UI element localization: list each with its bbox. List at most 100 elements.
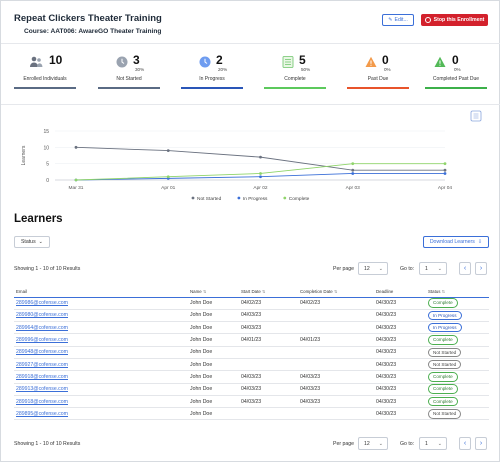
per-page-label: Per page [333, 266, 355, 272]
data-point [351, 172, 355, 175]
learner-email-link[interactable]: 289895@cofense.com [16, 410, 68, 417]
table-cell: 04/30/23 [374, 395, 426, 409]
x-tick-label: Apr 03 [346, 185, 360, 191]
learner-email-link[interactable]: 289980@cofense.com [16, 312, 68, 319]
table-cell: John Doe [188, 309, 239, 323]
learner-email-link[interactable]: 289948@cofense.com [16, 349, 68, 356]
stat-label: Completed Past Due [432, 76, 480, 82]
table-cell: In Progress [426, 309, 489, 323]
table-cell: 04/03/23 [239, 309, 298, 323]
table-cell [239, 358, 298, 372]
prev-page-button[interactable]: ‹ [459, 437, 471, 450]
column-header-status[interactable]: Status ⇅ [426, 287, 489, 298]
sort-icon: ⇅ [333, 289, 338, 295]
next-page-button[interactable]: › [475, 262, 487, 275]
table-cell [298, 346, 374, 359]
edit-button[interactable]: ✎ Edit... [382, 14, 414, 26]
stat-enrolled: 10 Enrolled Individuals [14, 51, 76, 91]
start-date: 04/03/23 [241, 373, 262, 380]
table-cell: 04/03/23 [298, 370, 374, 384]
status-badge: Not Started [428, 359, 462, 370]
status-badge: Complete [428, 298, 458, 308]
table-cell: 04/30/23 [374, 297, 426, 310]
goto-page-select[interactable]: 1 ⌄ [419, 262, 447, 275]
per-page-select[interactable]: 12 ⌄ [358, 262, 388, 275]
stop-enrollment-button[interactable]: Stop this Enrollment [421, 14, 488, 26]
start-date: 04/03/23 [241, 312, 262, 319]
legend-marker [191, 196, 195, 200]
learner-email-link[interactable]: 289918@cofense.com [16, 398, 68, 405]
goto-page-select[interactable]: 1 ⌄ [419, 437, 447, 450]
status-badge: Complete [428, 396, 458, 407]
table-cell: 289996@cofense.com [14, 333, 188, 347]
y-tick-label: 10 [43, 145, 49, 151]
divider [1, 104, 500, 105]
start-date: 04/03/23 [241, 398, 262, 405]
learner-email-link[interactable]: 289986@cofense.com [16, 300, 68, 307]
table-cell: 289918@cofense.com [14, 395, 188, 409]
course-name: Course: AAT006: AwareGO Theater Training [24, 28, 162, 35]
chevron-left-icon: ‹ [463, 265, 467, 272]
learner-name: John Doe [190, 337, 213, 344]
data-point [259, 155, 262, 159]
table-cell: John Doe [188, 383, 239, 396]
table-cell: 04/01/23 [298, 333, 374, 347]
stat-percent: 20% [218, 67, 228, 72]
stat-label: Past Due [367, 76, 389, 82]
data-point [443, 168, 447, 172]
table-cell: 04/03/23 [239, 321, 298, 335]
column-header-name[interactable]: Name ⇅ [188, 287, 239, 298]
download-learners-button[interactable]: Download Learners ⇩ [423, 236, 489, 248]
status-badge: Not Started [428, 347, 462, 358]
column-header-deadline[interactable]: Deadline [374, 287, 426, 298]
status-filter-dropdown[interactable]: Status ⌄ [14, 236, 50, 248]
deadline: 04/30/23 [376, 312, 397, 319]
learner-email-link[interactable]: 289913@cofense.com [16, 386, 68, 393]
y-tick-label: 15 [43, 129, 49, 135]
learner-name: John Doe [190, 324, 213, 331]
deadline: 04/30/23 [376, 337, 397, 344]
table-row: 289913@cofense.com John Doe 04/03/23 04/03/… [14, 383, 489, 396]
table-cell: Complete [426, 333, 489, 347]
chevron-down-icon: ⌄ [38, 239, 44, 245]
deadline: 04/30/23 [376, 386, 397, 393]
table-cell: 04/30/23 [374, 346, 426, 359]
completion-date: 04/03/23 [300, 373, 321, 380]
table-row: 289996@cofense.com John Doe 04/01/23 04/01/… [14, 333, 489, 347]
table-cell: 04/02/23 [239, 297, 298, 310]
learner-name: John Doe [190, 386, 213, 393]
stat-percent: 30% [135, 67, 145, 72]
learner-email-link[interactable]: 289927@cofense.com [16, 361, 68, 368]
per-page-select[interactable]: 12 ⌄ [358, 437, 388, 450]
column-header-completion-date[interactable]: Completion Date ⇅ [298, 287, 374, 298]
stat-percent: 50% [301, 67, 311, 72]
pagination-top: Showing 1 - 10 of 10 Results Per page 12… [1, 262, 500, 276]
prev-page-button[interactable]: ‹ [459, 262, 471, 275]
learner-email-link[interactable]: 289964@cofense.com [16, 324, 68, 331]
stat-complete: 5 50% Complete [264, 51, 326, 91]
table-cell: Complete [426, 395, 489, 409]
learner-email-link[interactable]: 289918@cofense.com [16, 373, 68, 380]
table-cell: 289927@cofense.com [14, 358, 188, 372]
y-tick-label: 0 [46, 178, 49, 184]
column-header-email[interactable]: Email [14, 287, 188, 298]
legend-label: In Progress [243, 196, 268, 202]
table-cell [298, 309, 374, 323]
column-header-start-date[interactable]: Start Date ⇅ [239, 287, 298, 298]
table-cell: 04/30/23 [374, 383, 426, 396]
learner-email-link[interactable]: 289996@cofense.com [16, 337, 68, 344]
table-cell: John Doe [188, 407, 239, 421]
table-row: 289948@cofense.com John Doe 04/30/23 Not St… [14, 346, 489, 359]
table-cell: Not Started [426, 358, 489, 372]
chevron-down-icon: ⌄ [437, 441, 442, 447]
data-point [74, 178, 78, 182]
stat-label: Not Started [116, 76, 142, 82]
next-page-button[interactable]: › [475, 437, 487, 450]
divider [1, 43, 500, 44]
sort-icon: ⇅ [262, 289, 266, 295]
table-cell: 289918@cofense.com [14, 370, 188, 384]
stat-percent: 0% [454, 67, 461, 72]
status-badge: Complete [428, 372, 458, 382]
table-cell: John Doe [188, 333, 239, 347]
table-cell: 04/02/23 [298, 297, 374, 310]
